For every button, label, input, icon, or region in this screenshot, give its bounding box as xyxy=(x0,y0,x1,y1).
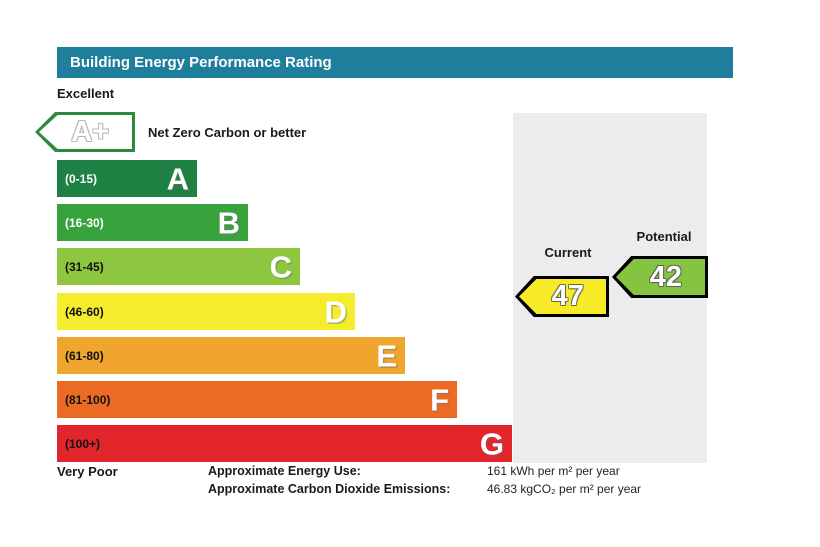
band-range-label: (61-80) xyxy=(65,348,104,363)
energy-use-value: 161 kWh per m² per year xyxy=(487,464,620,478)
aplus-arrow: A+ xyxy=(35,112,135,152)
band-letter: B xyxy=(217,205,240,240)
band-f: (81-100) F xyxy=(57,381,457,418)
band-letter: G xyxy=(479,426,504,461)
band-e: (61-80) E xyxy=(57,337,405,374)
page-title: Building Energy Performance Rating xyxy=(70,54,332,71)
current-label: Current xyxy=(544,245,592,260)
band-range-label: (100+) xyxy=(65,436,101,451)
potential-label: Potential xyxy=(636,229,692,244)
band-g: (100+) G xyxy=(57,425,512,462)
band-letter: F xyxy=(430,382,449,417)
band-range-label: (46-60) xyxy=(65,304,104,319)
band-range-label: (16-30) xyxy=(65,215,104,230)
band-range-label: (31-45) xyxy=(65,259,104,274)
net-zero-label: Net Zero Carbon or better xyxy=(148,125,307,140)
band-letter: A xyxy=(166,161,189,196)
potential-rating-arrow: 42 xyxy=(612,256,708,298)
band-a: (0-15) A xyxy=(57,160,197,197)
current-arrow-body: 47 xyxy=(519,279,606,314)
scale-top-label: Excellent xyxy=(57,86,115,101)
band-letter: C xyxy=(269,249,292,284)
band-letter: D xyxy=(324,294,347,329)
aplus-arrow-body: A+ xyxy=(39,115,132,149)
co2-emissions-value: 46.83 kgCO₂ per m² per year xyxy=(487,482,642,496)
energy-use-label: Approximate Energy Use: xyxy=(208,464,361,478)
current-rating-arrow: 47 xyxy=(515,276,609,317)
potential-arrow-body: 42 xyxy=(616,259,705,295)
aplus-letter: A+ xyxy=(71,115,110,148)
scale-bottom-label: Very Poor xyxy=(57,464,118,479)
band-c: (31-45) C xyxy=(57,248,300,285)
header-bar: Building Energy Performance Rating xyxy=(57,47,733,78)
band-b: (16-30) B xyxy=(57,204,248,241)
co2-emissions-label: Approximate Carbon Dioxide Emissions: xyxy=(208,482,451,496)
band-range-label: (81-100) xyxy=(65,392,111,407)
current-rating-value: 47 xyxy=(551,280,584,312)
band-d: (46-60) D xyxy=(57,293,355,330)
band-letter: E xyxy=(376,338,397,373)
band-range-label: (0-15) xyxy=(65,171,98,186)
potential-rating-value: 42 xyxy=(649,260,682,293)
